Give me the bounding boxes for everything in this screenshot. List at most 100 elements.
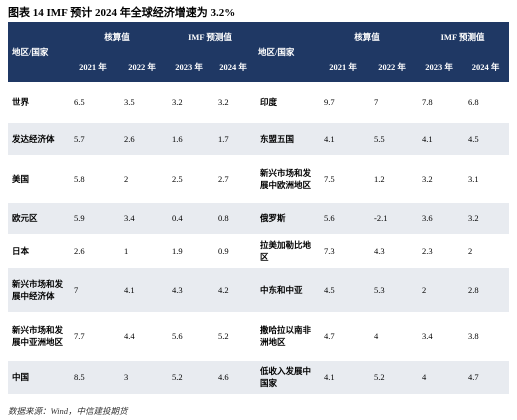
value-cell: 5.2 [212, 312, 255, 361]
table-row: 发达经济体 5.7 2.6 1.6 1.7 东盟五国 4.1 5.5 4.1 4.5 [8, 122, 510, 156]
value-cell: 9.7 [318, 82, 369, 123]
region-name: 世界 [8, 82, 68, 123]
column-header: 地区/国家 [254, 22, 319, 82]
group-header: 核算值 [68, 22, 167, 52]
value-cell: 4.1 [318, 360, 369, 395]
region-name: 新兴市场和发展中亚洲地区 [8, 312, 68, 361]
value-cell: 2 [416, 267, 463, 313]
value-cell: 8.5 [68, 360, 118, 395]
year-header: 2024 年 [462, 52, 510, 82]
value-cell: 4 [368, 312, 417, 361]
value-cell: -2.1 [368, 202, 417, 235]
value-cell: 6.8 [462, 82, 510, 123]
table-row: 日本 2.6 1 1.9 0.9 拉美加勒比地区 7.3 4.3 2.3 2 [8, 234, 510, 268]
value-cell: 1.6 [166, 122, 213, 156]
year-header: 2021 年 [318, 52, 369, 82]
value-cell: 1 [118, 234, 167, 268]
value-cell: 2.7 [212, 155, 255, 203]
region-name: 俄罗斯 [254, 202, 319, 235]
value-cell: 3.4 [416, 312, 463, 361]
value-cell: 3.1 [462, 155, 510, 203]
value-cell: 3.2 [166, 82, 213, 123]
value-cell: 4.6 [212, 360, 255, 395]
value-cell: 4.3 [166, 267, 213, 313]
value-cell: 7.8 [416, 82, 463, 123]
value-cell: 7.7 [68, 312, 118, 361]
year-header: 2023 年 [416, 52, 463, 82]
region-name: 新兴市场和发展中经济体 [8, 267, 68, 313]
value-cell: 7 [368, 82, 417, 123]
region-name: 新兴市场和发展中欧洲地区 [254, 155, 319, 203]
value-cell: 3.4 [118, 202, 167, 235]
table-row: 欧元区 5.9 3.4 0.4 0.8 俄罗斯 5.6 -2.1 3.6 3.2 [8, 202, 510, 235]
value-cell: 7.5 [318, 155, 369, 203]
year-header: 2022 年 [118, 52, 167, 82]
value-cell: 4.1 [416, 122, 463, 156]
table-row: 世界 6.5 3.5 3.2 3.2 印度 9.7 7 7.8 6.8 [8, 82, 510, 123]
value-cell: 5.6 [318, 202, 369, 235]
value-cell: 2.6 [118, 122, 167, 156]
column-header: 地区/国家 [8, 22, 68, 82]
value-cell: 4.1 [118, 267, 167, 313]
value-cell: 3.5 [118, 82, 167, 123]
value-cell: 3.2 [462, 202, 510, 235]
region-name: 美国 [8, 155, 68, 203]
value-cell: 5.7 [68, 122, 118, 156]
value-cell: 4.4 [118, 312, 167, 361]
source-note: 数据来源：Wind，中信建投期货 [8, 406, 128, 416]
header-row: 地区/国家 核算值 IMF 预测值 地区/国家 核算值 IMF 预测值 [8, 22, 510, 82]
value-cell: 4.2 [212, 267, 255, 313]
value-cell: 3.6 [416, 202, 463, 235]
value-cell: 7 [68, 267, 118, 313]
value-cell: 4.3 [368, 234, 417, 268]
value-cell: 2.6 [68, 234, 118, 268]
value-cell: 3.8 [462, 312, 510, 361]
value-cell: 4 [416, 360, 463, 395]
value-cell: 5.3 [368, 267, 417, 313]
header-row: 2021 年 2022 年 2023 年 2024 年 2021 年 2022 年 2023… [8, 52, 510, 82]
year-header: 2024 年 [212, 52, 255, 82]
value-cell: 5.9 [68, 202, 118, 235]
value-cell: 2.5 [166, 155, 213, 203]
value-cell: 2 [462, 234, 510, 268]
value-cell: 0.4 [166, 202, 213, 235]
figure-title: 图表 14 IMF 预计 2024 年全球经济增速为 3.2% [8, 7, 236, 19]
value-cell: 5.2 [166, 360, 213, 395]
value-cell: 0.9 [212, 234, 255, 268]
region-name: 东盟五国 [254, 122, 319, 156]
value-cell: 3.2 [416, 155, 463, 203]
value-cell: 2.8 [462, 267, 510, 313]
value-cell: 3 [118, 360, 167, 395]
region-name: 低收入发展中国家 [254, 360, 319, 395]
table-row: 新兴市场和发展中经济体 7 4.1 4.3 4.2 中东和中亚 4.5 5.3 2 2.8 [8, 267, 510, 313]
value-cell: 4.5 [462, 122, 510, 156]
data-table: 地区/国家 核算值 IMF 预测值 地区/国家 核算值 IMF 预测值 2021 年 2022… [8, 22, 510, 395]
region-name: 撒哈拉以南非洲地区 [254, 312, 319, 361]
table-row: 美国 5.8 2 2.5 2.7 新兴市场和发展中欧洲地区 7.5 1.2 3.2 3.1 [8, 155, 510, 203]
value-cell: 1.2 [368, 155, 417, 203]
value-cell: 4.7 [462, 360, 510, 395]
region-name: 中国 [8, 360, 68, 395]
group-header: 核算值 [318, 22, 417, 52]
value-cell: 6.5 [68, 82, 118, 123]
group-header: IMF 预测值 [166, 22, 255, 52]
value-cell: 4.7 [318, 312, 369, 361]
value-cell: 5.6 [166, 312, 213, 361]
value-cell: 1.7 [212, 122, 255, 156]
value-cell: 5.5 [368, 122, 417, 156]
table-row: 中国 8.5 3 5.2 4.6 低收入发展中国家 4.1 5.2 4 4.7 [8, 360, 510, 395]
table-row: 新兴市场和发展中亚洲地区 7.7 4.4 5.6 5.2 撒哈拉以南非洲地区 4.7 4 3.4… [8, 312, 510, 361]
region-name: 拉美加勒比地区 [254, 234, 319, 268]
value-cell: 1.9 [166, 234, 213, 268]
value-cell: 7.3 [318, 234, 369, 268]
group-header: IMF 预测值 [416, 22, 510, 52]
value-cell: 5.8 [68, 155, 118, 203]
value-cell: 3.2 [212, 82, 255, 123]
region-name: 日本 [8, 234, 68, 268]
year-header: 2021 年 [68, 52, 118, 82]
region-name: 中东和中亚 [254, 267, 319, 313]
value-cell: 2.3 [416, 234, 463, 268]
value-cell: 0.8 [212, 202, 255, 235]
year-header: 2023 年 [166, 52, 213, 82]
